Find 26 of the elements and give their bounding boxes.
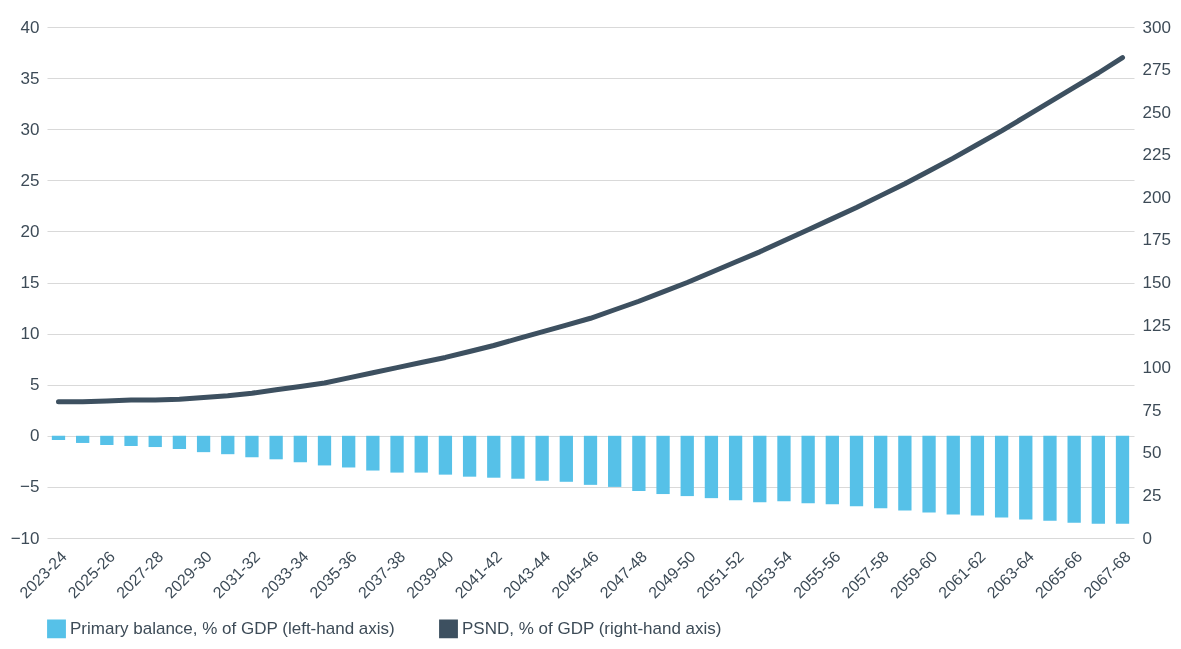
y-tick-label: 15 xyxy=(20,273,40,292)
y2-tick-label: 125 xyxy=(1142,315,1171,335)
y-tick-label: 10 xyxy=(20,324,40,344)
y2-tick-label: 200 xyxy=(1142,187,1171,207)
y2-tick-label: 275 xyxy=(1142,60,1171,80)
y2-tick-label: 0 xyxy=(1142,528,1152,548)
y-tick-label: 25 xyxy=(20,170,40,190)
y2-tick-label: 150 xyxy=(1142,273,1171,292)
y2-tick-label: 175 xyxy=(1142,230,1171,250)
y-tick-label: 0 xyxy=(30,426,40,446)
y-tick-label: −10 xyxy=(10,528,40,548)
y-tick-label: 5 xyxy=(30,375,40,395)
y2-tick-label: 25 xyxy=(1142,485,1162,505)
y2-tick-label: 50 xyxy=(1142,443,1162,463)
y-tick-label: 30 xyxy=(20,119,40,139)
y2-tick-label: 100 xyxy=(1142,358,1171,378)
y2-tick-label: 250 xyxy=(1142,102,1171,122)
legend-label: PSND, % of GDP (right-hand axis) xyxy=(462,618,722,638)
y2-tick-label: 75 xyxy=(1142,400,1162,420)
y-tick-label: 40 xyxy=(20,17,40,37)
y-tick-label: 20 xyxy=(20,221,40,241)
y2-tick-label: 300 xyxy=(1142,17,1171,37)
y2-tick-label: 225 xyxy=(1142,145,1171,165)
legend-label: Primary balance, % of GDP (left-hand axis) xyxy=(70,618,395,638)
y-tick-label: −5 xyxy=(20,477,40,497)
y-tick-label: 35 xyxy=(20,68,40,88)
